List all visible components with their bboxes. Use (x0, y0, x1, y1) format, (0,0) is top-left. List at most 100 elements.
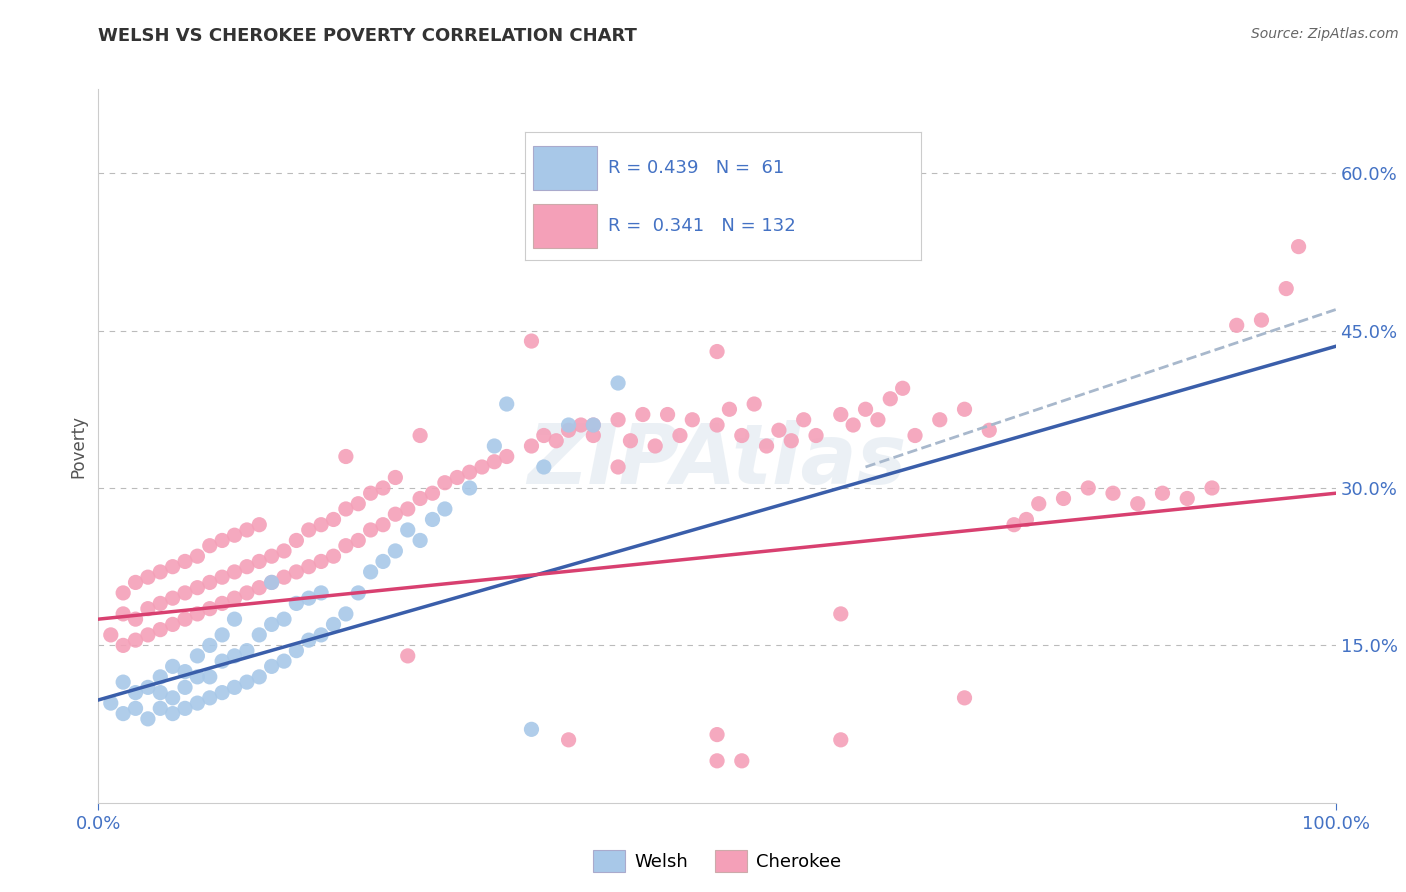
Point (458, 481, 481, 495)
Legend: Welsh, Cherokee: Welsh, Cherokee (585, 843, 849, 880)
Point (298, 591, 321, 606)
Point (706, 417, 728, 432)
Y-axis label: Poverty: Poverty (69, 415, 87, 477)
Point (273, 570, 295, 584)
Point (484, 439, 506, 453)
Point (830, 408, 852, 422)
Point (669, 428, 692, 442)
Point (136, 712, 159, 726)
Point (619, 434, 641, 448)
Point (718, 402, 741, 417)
Point (298, 633, 321, 648)
Point (384, 507, 406, 521)
Point (112, 586, 135, 600)
Point (211, 533, 233, 548)
Point (186, 549, 208, 564)
Point (520, 439, 543, 453)
Point (186, 607, 208, 621)
Text: Source: ZipAtlas.com: Source: ZipAtlas.com (1251, 27, 1399, 41)
Point (162, 617, 184, 632)
Point (198, 639, 221, 653)
Point (347, 586, 370, 600)
Point (136, 570, 159, 584)
Point (557, 417, 579, 432)
Point (1028, 497, 1050, 511)
Point (1152, 486, 1174, 500)
Point (211, 654, 233, 668)
Point (1052, 491, 1074, 506)
Point (422, 512, 444, 526)
Point (360, 523, 382, 537)
Point (557, 732, 579, 747)
Point (124, 612, 146, 626)
Point (768, 423, 790, 437)
Point (162, 706, 184, 721)
Point (298, 559, 321, 574)
Text: ZIPAtlas: ZIPAtlas (527, 420, 907, 500)
Point (1077, 481, 1099, 495)
Point (520, 723, 543, 737)
Point (706, 728, 728, 742)
Point (322, 549, 344, 564)
Point (236, 675, 259, 690)
Point (149, 623, 172, 637)
Point (533, 460, 555, 475)
Point (396, 523, 419, 537)
Point (174, 701, 197, 715)
Point (495, 397, 517, 411)
Point (273, 544, 295, 558)
Point (186, 648, 208, 663)
Point (855, 402, 877, 417)
Point (247, 670, 270, 684)
Point (285, 643, 308, 657)
Point (830, 607, 852, 621)
Point (1250, 313, 1272, 327)
Point (224, 681, 246, 695)
Point (731, 428, 754, 442)
Point (458, 465, 481, 479)
Point (285, 596, 308, 610)
Point (198, 601, 221, 615)
Point (953, 402, 976, 417)
Point (644, 439, 666, 453)
Point (1102, 486, 1125, 500)
Point (731, 754, 754, 768)
Text: WELSH VS CHEROKEE POVERTY CORRELATION CHART: WELSH VS CHEROKEE POVERTY CORRELATION CH… (98, 27, 637, 45)
Point (446, 470, 468, 484)
Point (879, 392, 901, 406)
Point (979, 423, 1001, 437)
Point (335, 502, 357, 516)
Point (211, 596, 233, 610)
Point (569, 417, 592, 432)
Point (360, 486, 382, 500)
Point (360, 565, 382, 579)
Point (136, 601, 159, 615)
Point (904, 428, 927, 442)
Point (112, 607, 135, 621)
Point (124, 685, 146, 699)
Point (607, 376, 630, 390)
Point (309, 517, 332, 532)
Point (309, 628, 332, 642)
Point (335, 539, 357, 553)
Point (247, 554, 270, 568)
Point (247, 517, 270, 532)
Point (780, 434, 803, 448)
Point (224, 528, 246, 542)
Point (409, 533, 432, 548)
Point (100, 628, 122, 642)
Point (471, 460, 494, 475)
Point (371, 481, 394, 495)
Point (162, 591, 184, 606)
Point (1275, 282, 1298, 296)
Point (211, 628, 233, 642)
Point (546, 434, 568, 448)
Point (211, 685, 233, 699)
Point (136, 628, 159, 642)
Point (520, 334, 543, 348)
Point (582, 417, 605, 432)
Point (953, 690, 976, 705)
Point (371, 554, 394, 568)
Point (136, 681, 159, 695)
Point (198, 690, 221, 705)
